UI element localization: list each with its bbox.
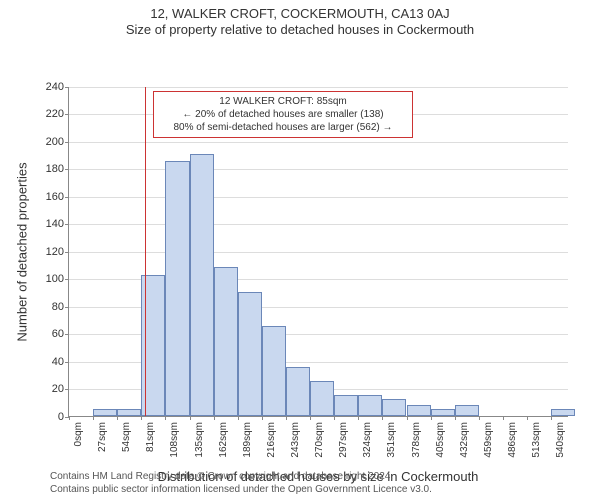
x-tick-label: 189sqm	[242, 422, 253, 458]
caption-line: Contains HM Land Registry data © Crown c…	[50, 470, 432, 483]
histogram-bar	[358, 395, 382, 416]
y-tick-label: 180	[46, 163, 69, 175]
x-tick-label: 324sqm	[362, 422, 373, 458]
plot-area: 0204060801001201401601802002202400sqm27s…	[68, 87, 568, 417]
x-tick	[527, 416, 528, 420]
y-axis-label: Number of detached properties	[15, 162, 30, 341]
x-tick	[262, 416, 263, 420]
x-tick	[455, 416, 456, 420]
x-tick-label: 243sqm	[290, 422, 301, 458]
y-tick-label: 240	[46, 81, 69, 93]
histogram-bar	[551, 409, 575, 416]
histogram-bar	[93, 409, 117, 416]
x-tick	[479, 416, 480, 420]
y-gridline	[69, 87, 568, 88]
histogram-bar	[214, 267, 238, 416]
histogram-bar	[117, 409, 141, 416]
x-tick-label: 405sqm	[435, 422, 446, 458]
x-tick-label: 459sqm	[483, 422, 494, 458]
histogram-bar	[286, 367, 310, 415]
x-tick-label: 54sqm	[121, 422, 132, 452]
x-tick	[431, 416, 432, 420]
x-tick-label: 27sqm	[97, 422, 108, 452]
y-tick-label: 0	[58, 411, 69, 423]
x-tick	[214, 416, 215, 420]
y-gridline	[69, 252, 568, 253]
title-line-1: 12, WALKER CROFT, COCKERMOUTH, CA13 0AJ	[0, 6, 600, 22]
reference-line	[145, 87, 146, 416]
x-tick	[407, 416, 408, 420]
y-tick-label: 200	[46, 136, 69, 148]
x-tick	[141, 416, 142, 420]
x-tick-label: 540sqm	[555, 422, 566, 458]
chart-title: 12, WALKER CROFT, COCKERMOUTH, CA13 0AJ …	[0, 0, 600, 39]
title-line-2: Size of property relative to detached ho…	[0, 22, 600, 38]
x-tick-label: 216sqm	[266, 422, 277, 458]
x-tick-label: 351sqm	[386, 422, 397, 458]
x-tick-label: 270sqm	[314, 422, 325, 458]
x-tick-label: 432sqm	[459, 422, 470, 458]
y-gridline	[69, 197, 568, 198]
x-tick	[165, 416, 166, 420]
histogram-bar	[310, 381, 334, 415]
histogram-bar	[262, 326, 286, 415]
attribution-caption: Contains HM Land Registry data © Crown c…	[50, 470, 432, 496]
y-tick-label: 40	[52, 356, 69, 368]
histogram-bar	[382, 399, 406, 416]
y-tick-label: 160	[46, 191, 69, 203]
x-tick-label: 378sqm	[411, 422, 422, 458]
histogram-bar	[455, 405, 479, 416]
y-gridline	[69, 142, 568, 143]
annotation-box: 12 WALKER CROFT: 85sqm← 20% of detached …	[153, 91, 413, 138]
x-tick-label: 513sqm	[531, 422, 542, 458]
x-tick	[93, 416, 94, 420]
y-tick-label: 60	[52, 328, 69, 340]
y-tick-label: 20	[52, 383, 69, 395]
x-tick-label: 135sqm	[194, 422, 205, 458]
y-gridline	[69, 224, 568, 225]
x-tick	[286, 416, 287, 420]
x-tick-label: 108sqm	[169, 422, 180, 458]
histogram-bar	[334, 395, 358, 416]
y-tick-label: 120	[46, 246, 69, 258]
histogram-bar	[165, 161, 189, 415]
annotation-line: 12 WALKER CROFT: 85sqm	[160, 95, 406, 108]
histogram-bar	[238, 292, 262, 416]
caption-line: Contains public sector information licen…	[50, 483, 432, 496]
annotation-line: ← 20% of detached houses are smaller (13…	[160, 108, 406, 121]
y-tick-label: 100	[46, 273, 69, 285]
x-tick-label: 0sqm	[73, 422, 84, 446]
x-tick	[503, 416, 504, 420]
x-tick-label: 486sqm	[507, 422, 518, 458]
histogram-bar	[431, 409, 455, 416]
x-tick	[238, 416, 239, 420]
x-tick	[310, 416, 311, 420]
x-tick	[334, 416, 335, 420]
x-tick	[190, 416, 191, 420]
annotation-line: 80% of semi-detached houses are larger (…	[160, 121, 406, 134]
x-tick	[358, 416, 359, 420]
histogram-bar	[190, 154, 214, 415]
y-tick-label: 140	[46, 218, 69, 230]
x-tick	[69, 416, 70, 420]
x-tick	[382, 416, 383, 420]
histogram-bar	[407, 405, 431, 416]
y-tick-label: 80	[52, 301, 69, 313]
y-gridline	[69, 169, 568, 170]
x-tick	[551, 416, 552, 420]
x-tick-label: 162sqm	[218, 422, 229, 458]
x-tick-label: 297sqm	[338, 422, 349, 458]
x-tick-label: 81sqm	[145, 422, 156, 452]
y-tick-label: 220	[46, 108, 69, 120]
x-tick	[117, 416, 118, 420]
